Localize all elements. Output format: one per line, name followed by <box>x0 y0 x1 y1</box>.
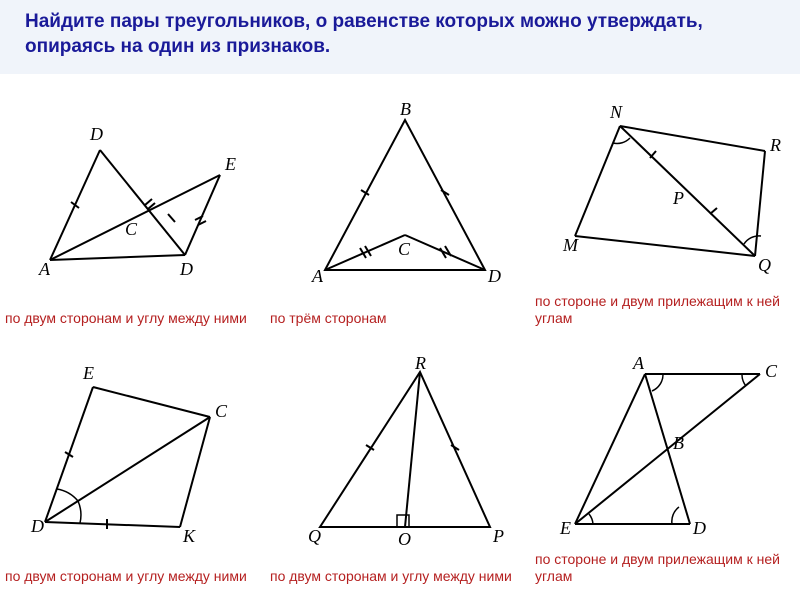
caption-3: по стороне и двум прилежащим к ней углам <box>530 293 800 332</box>
caption-2: по трём сторонам <box>265 310 535 332</box>
label-C: C <box>765 361 778 381</box>
caption-6: по стороне и двум прилежащим к ней углам <box>530 551 800 590</box>
label-B: B <box>400 100 411 119</box>
figure-4: D E C K <box>5 337 265 568</box>
label-A: A <box>38 259 51 279</box>
label-M: M <box>562 235 579 255</box>
figure-1: A D E C D <box>5 79 265 310</box>
figure-cell-2: A B C D по трём сторонам <box>270 79 530 332</box>
caption-5: по двум сторонам и углу между ними <box>265 568 535 590</box>
label-Q: Q <box>758 255 771 275</box>
figure-cell-4: D E C K по двум сторонам и углу между ни… <box>5 337 265 590</box>
label-D2: D <box>179 259 193 279</box>
label-R: R <box>769 135 781 155</box>
figure-5: Q R O P <box>270 337 530 568</box>
caption-4: по двум сторонам и углу между ними <box>0 568 270 590</box>
figure-3: M N R P Q <box>535 79 795 293</box>
label-Q: Q <box>308 526 321 546</box>
label-D: D <box>30 516 44 536</box>
caption-1: по двум сторонам и углу между ними <box>0 310 270 332</box>
figure-2: A B C D <box>270 79 530 310</box>
label-D: D <box>487 266 501 286</box>
label-B: B <box>673 433 684 453</box>
label-C: C <box>215 401 228 421</box>
label-P: P <box>492 526 504 546</box>
label-N: N <box>609 102 623 122</box>
label-C: C <box>398 239 411 259</box>
page-title: Найдите пары треугольников, о равенстве … <box>25 10 775 59</box>
label-R: R <box>414 357 426 373</box>
label-D1: D <box>89 124 103 144</box>
label-C: C <box>125 219 138 239</box>
figure-6: A C B E D <box>535 337 795 551</box>
label-E: E <box>82 363 94 383</box>
label-D: D <box>692 518 706 538</box>
label-K: K <box>182 526 196 546</box>
label-E: E <box>224 154 236 174</box>
figure-cell-5: Q R O P по двум сторонам и углу между ни… <box>270 337 530 590</box>
figure-cell-1: A D E C D по двум сторонам и углу между … <box>5 79 265 332</box>
figure-cell-3: M N R P Q по стороне и двум прилежащим к… <box>535 79 795 332</box>
label-E: E <box>559 518 571 538</box>
label-P: P <box>672 188 684 208</box>
figure-cell-6: A C B E D по стороне и двум прилежащим к… <box>535 337 795 590</box>
header: Найдите пары треугольников, о равенстве … <box>0 0 800 74</box>
label-A: A <box>311 266 324 286</box>
figure-grid: A D E C D по двум сторонам и углу между … <box>0 74 800 594</box>
label-O: O <box>398 529 411 547</box>
label-A: A <box>632 353 645 373</box>
